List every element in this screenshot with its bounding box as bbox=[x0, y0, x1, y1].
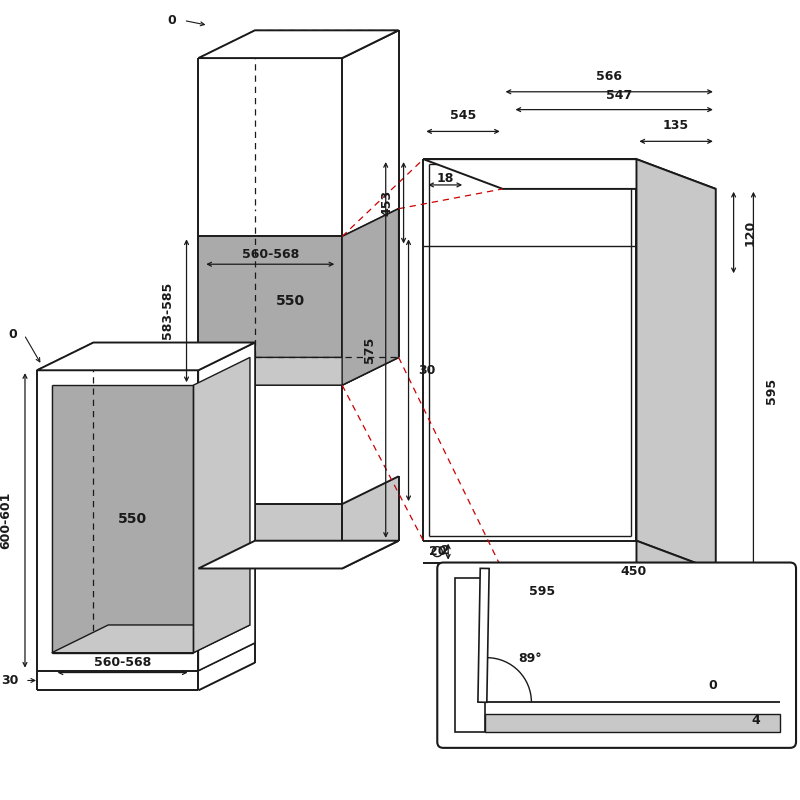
Text: 20: 20 bbox=[429, 545, 446, 558]
Text: 120: 120 bbox=[743, 219, 757, 246]
Polygon shape bbox=[198, 209, 398, 385]
Text: 545: 545 bbox=[450, 109, 476, 122]
Text: 4: 4 bbox=[751, 714, 760, 726]
FancyBboxPatch shape bbox=[438, 562, 796, 748]
Text: 566: 566 bbox=[596, 70, 622, 83]
Text: 583-585: 583-585 bbox=[161, 282, 174, 339]
Polygon shape bbox=[198, 342, 255, 670]
Text: 575: 575 bbox=[363, 337, 376, 363]
Text: 0: 0 bbox=[709, 679, 717, 692]
Bar bbox=[485, 714, 780, 732]
Text: 18: 18 bbox=[437, 173, 454, 186]
Text: 600-601: 600-601 bbox=[0, 492, 12, 549]
Polygon shape bbox=[37, 342, 255, 370]
Text: 0: 0 bbox=[8, 328, 17, 341]
Polygon shape bbox=[342, 209, 398, 385]
Text: 550: 550 bbox=[275, 294, 305, 308]
Polygon shape bbox=[478, 568, 489, 702]
Polygon shape bbox=[194, 358, 250, 653]
Text: 595: 595 bbox=[766, 378, 778, 404]
Polygon shape bbox=[423, 159, 716, 189]
Bar bbox=[455, 578, 485, 732]
Text: 547: 547 bbox=[606, 89, 632, 102]
Polygon shape bbox=[52, 625, 250, 653]
Polygon shape bbox=[637, 159, 716, 570]
Text: 2: 2 bbox=[441, 544, 450, 557]
Polygon shape bbox=[637, 541, 716, 592]
Text: 550: 550 bbox=[118, 512, 147, 526]
Text: 30: 30 bbox=[2, 674, 19, 687]
Text: 0: 0 bbox=[168, 14, 177, 27]
Polygon shape bbox=[198, 358, 398, 385]
Text: 560-568: 560-568 bbox=[94, 656, 151, 669]
Text: 560-568: 560-568 bbox=[242, 248, 299, 261]
Polygon shape bbox=[198, 476, 398, 569]
Polygon shape bbox=[52, 358, 250, 653]
Text: 89°: 89° bbox=[518, 652, 542, 665]
Text: 30: 30 bbox=[418, 364, 436, 377]
Text: 135: 135 bbox=[663, 119, 689, 133]
Text: 450: 450 bbox=[621, 566, 647, 578]
Text: 595: 595 bbox=[530, 586, 555, 598]
Text: 453: 453 bbox=[381, 190, 394, 216]
Polygon shape bbox=[198, 541, 398, 569]
Polygon shape bbox=[198, 30, 398, 58]
